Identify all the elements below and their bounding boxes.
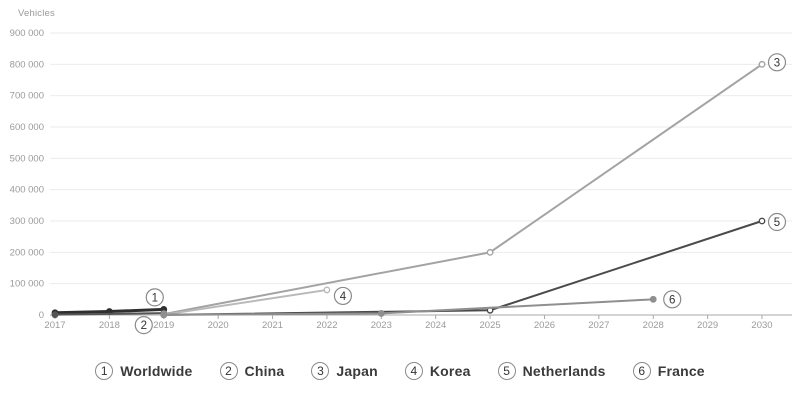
legend-item-japan[interactable]: 3 Japan [311, 362, 378, 380]
x-tick-label: 2028 [643, 320, 664, 331]
data-point-netherlands-2030[interactable] [758, 217, 766, 225]
legend-label: China [244, 363, 285, 379]
svg-text:6: 6 [669, 294, 675, 306]
x-tick-label: 2030 [751, 320, 772, 331]
data-point-france-2019[interactable] [160, 311, 168, 319]
data-point-france-2023[interactable] [377, 310, 385, 317]
y-tick-label: 600 000 [10, 122, 44, 133]
x-tick-label: 2026 [534, 320, 555, 331]
x-tick-label: 2017 [44, 320, 65, 331]
x-tick-label: 2023 [371, 320, 392, 331]
x-tick-label: 2020 [208, 320, 229, 331]
data-point-japan-2025[interactable] [486, 248, 494, 256]
x-tick-label: 2025 [480, 320, 501, 331]
x-tick-label: 2022 [316, 320, 337, 331]
svg-text:2: 2 [141, 320, 147, 332]
y-tick-label: 700 000 [10, 91, 44, 102]
legend-item-netherlands[interactable]: 5 Netherlands [497, 362, 606, 380]
data-point-korea-2022[interactable] [323, 286, 331, 294]
y-tick-label: 500 000 [10, 153, 44, 164]
legend-item-france[interactable]: 6 France [632, 362, 705, 380]
y-axis-title: Vehicles [18, 8, 55, 19]
legend-item-china[interactable]: 2 China [219, 362, 285, 380]
series-badge-france: 6 [663, 290, 682, 309]
svg-text:4: 4 [340, 291, 347, 303]
chart-area: Vehicles 0 100 000 200 000 300 000 400 000 50… [10, 8, 792, 335]
x-tick-label: 2018 [99, 320, 120, 331]
y-tick-label: 800 000 [10, 59, 44, 70]
series-line-france [162, 298, 655, 316]
x-tick-label: 2029 [697, 320, 718, 331]
x-tick-label: 2027 [588, 320, 609, 331]
legend-number-badge: 5 [497, 362, 516, 380]
legend-number-badge: 3 [311, 362, 330, 380]
chart-legend: 1 Worldwide 2 China 3 Japan 4 Korea 5 Netherlands… [0, 345, 800, 401]
data-point-france-2028[interactable] [649, 295, 657, 303]
y-tick-label: 100 000 [10, 279, 44, 290]
legend-number-badge: 1 [95, 362, 114, 380]
series-badge-korea: 4 [333, 286, 353, 306]
series-badge-china: 2 [134, 316, 153, 335]
legend-label: Japan [336, 363, 378, 379]
legend-number-badge: 4 [404, 362, 423, 380]
y-tick-label: 0 [39, 310, 44, 321]
legend-item-korea[interactable]: 4 Korea [404, 362, 471, 380]
series-badge-worldwide: 1 [145, 288, 164, 307]
series-line-korea [162, 288, 328, 316]
series-badge-netherlands: 5 [767, 212, 787, 232]
y-tick-label: 900 000 [10, 28, 44, 39]
series-badge-japan: 3 [767, 53, 787, 72]
legend-item-worldwide[interactable]: 1 Worldwide [95, 362, 192, 380]
x-tick-label: 2021 [262, 320, 283, 331]
svg-text:5: 5 [774, 217, 780, 229]
x-tick-label: 2024 [425, 320, 446, 331]
legend-number-badge: 2 [219, 362, 238, 380]
svg-text:1: 1 [152, 292, 158, 304]
svg-text:3: 3 [774, 57, 780, 69]
y-tick-label: 300 000 [10, 216, 44, 227]
legend-label: Worldwide [120, 363, 193, 379]
line-chart: 0 100 000 200 000 300 000 400 000 500 000 600 … [10, 28, 792, 335]
legend-label: Korea [429, 363, 471, 379]
y-tick-label: 400 000 [10, 185, 44, 196]
series-line-china [54, 312, 165, 316]
legend-label: Netherlands [522, 363, 606, 379]
legend-number-badge: 6 [632, 362, 651, 380]
legend-label: France [657, 363, 705, 379]
x-tick-label: 2019 [153, 320, 174, 331]
data-point-japan-2030[interactable] [758, 60, 766, 68]
y-tick-label: 200 000 [10, 247, 44, 258]
data-point-china-2017[interactable] [51, 311, 59, 319]
